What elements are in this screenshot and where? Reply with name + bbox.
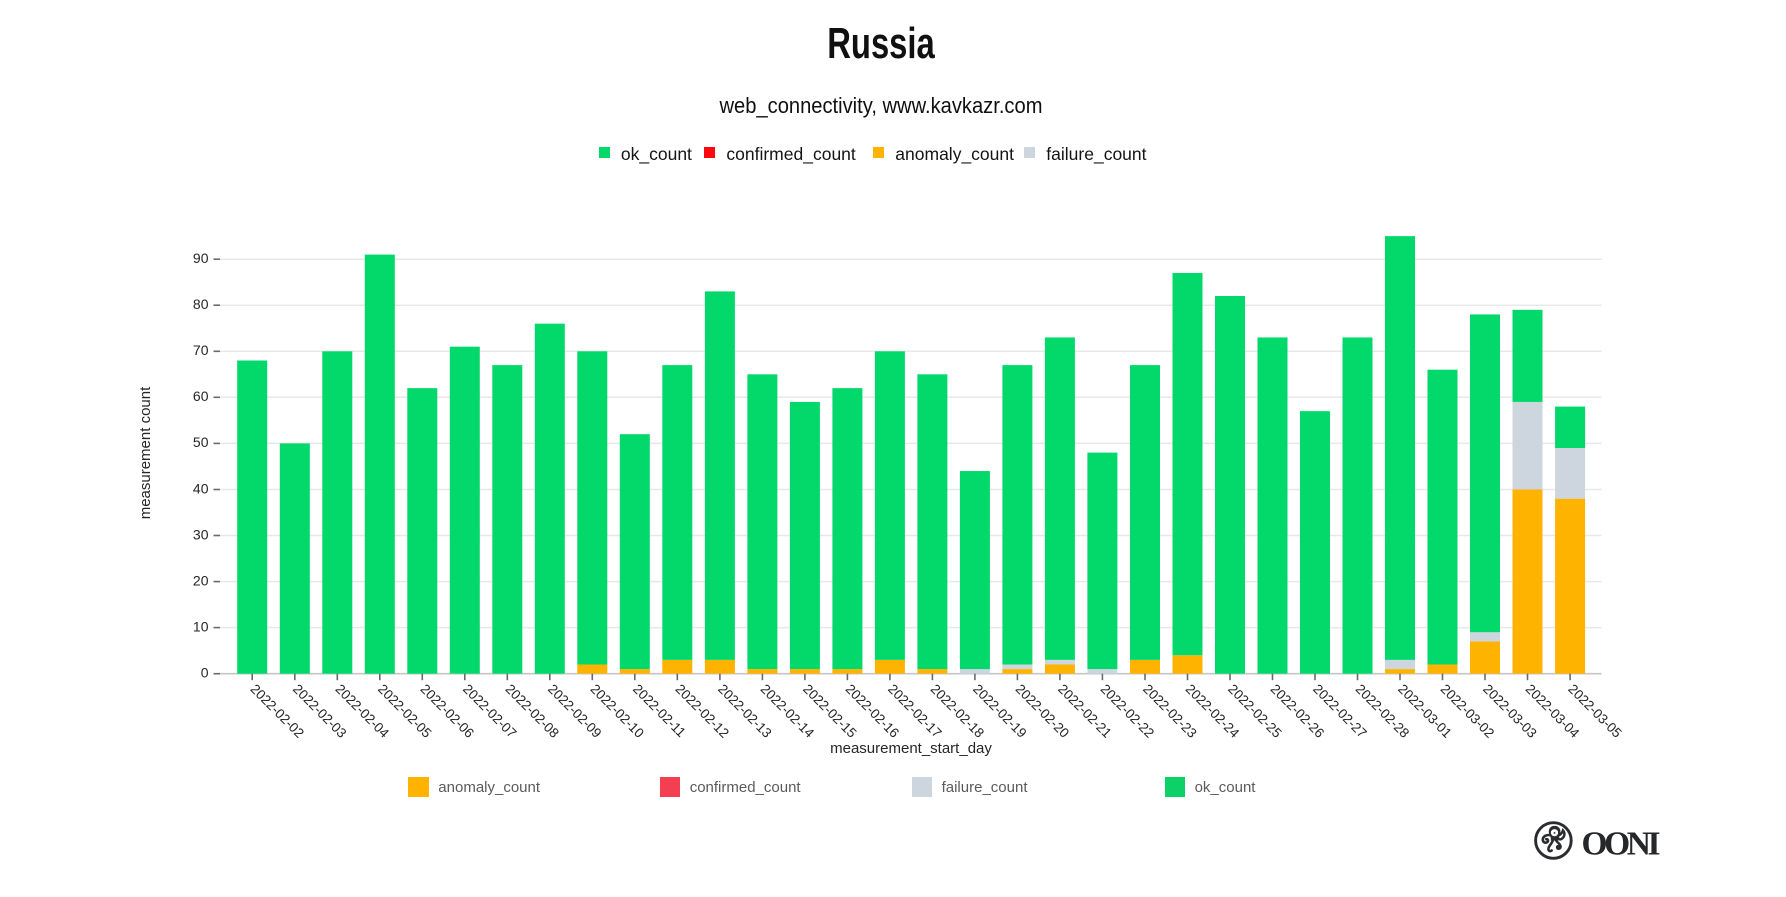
svg-text:measurement_start_day: measurement_start_day (830, 740, 992, 757)
svg-text:60: 60 (193, 388, 209, 404)
svg-text:70: 70 (193, 342, 209, 358)
svg-text:20: 20 (193, 572, 209, 588)
svg-text:measurement count: measurement count (137, 386, 154, 519)
svg-text:40: 40 (193, 480, 209, 496)
svg-text:OONI: OONI (1582, 826, 1661, 863)
svg-text:80: 80 (193, 296, 209, 312)
svg-text:90: 90 (193, 250, 209, 266)
svg-text:30: 30 (193, 526, 209, 542)
svg-text:50: 50 (193, 434, 209, 450)
svg-text:10: 10 (193, 618, 209, 634)
svg-text:0: 0 (201, 665, 209, 681)
